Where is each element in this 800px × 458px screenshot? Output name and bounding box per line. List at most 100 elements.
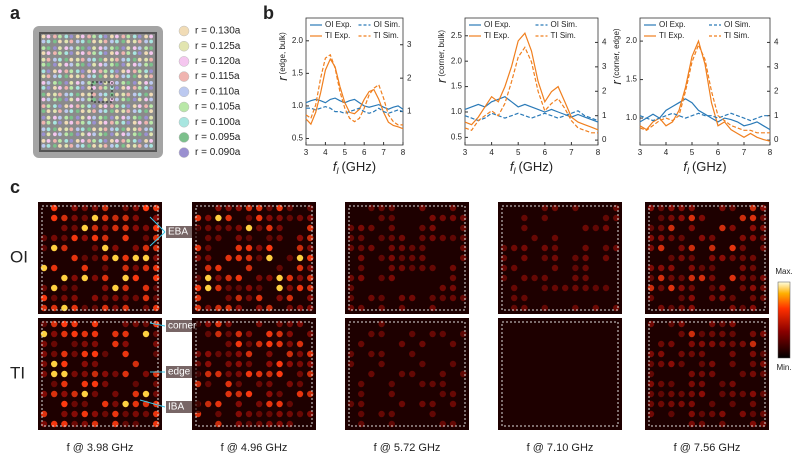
y2-tick-label: 3 xyxy=(774,62,779,71)
lattice-rod xyxy=(98,39,103,44)
legend-marker xyxy=(178,86,190,98)
lattice-rod xyxy=(149,127,154,132)
field-spot xyxy=(235,284,242,292)
field-spot xyxy=(678,204,685,212)
field-spot xyxy=(266,360,273,368)
field-spot xyxy=(719,410,726,418)
field-spot xyxy=(91,370,99,378)
legend-label: r = 0.110a xyxy=(195,86,240,97)
field-spot xyxy=(698,410,706,418)
lattice-rod xyxy=(53,34,57,39)
lattice-rod xyxy=(132,115,137,120)
lattice-rod xyxy=(98,139,103,143)
annotation-leader xyxy=(149,231,166,247)
field-spot xyxy=(112,284,119,292)
field-spot xyxy=(439,370,446,378)
lattice-rod xyxy=(137,39,142,44)
lattice-rod xyxy=(144,51,149,55)
lattice-rod xyxy=(41,132,46,137)
field-spot xyxy=(419,400,426,408)
lattice-rod xyxy=(53,127,57,132)
field-spot xyxy=(51,294,58,302)
legend-label: OI Exp. xyxy=(325,20,352,29)
field-spot xyxy=(61,370,68,378)
field-spot xyxy=(245,390,253,398)
field-spot xyxy=(739,264,746,272)
array-outline xyxy=(348,321,466,427)
field-spot xyxy=(91,410,99,418)
field-spot xyxy=(688,390,695,398)
field-spot xyxy=(368,350,375,358)
x-tick-label: 7 xyxy=(381,148,386,157)
lattice-rod xyxy=(53,139,57,143)
y-tick-label: 1.0 xyxy=(451,107,463,116)
lattice-rod xyxy=(80,51,85,55)
field-spot xyxy=(122,274,129,282)
field-spot xyxy=(205,330,212,338)
field-spot xyxy=(132,294,139,302)
panel-label: a xyxy=(10,3,21,23)
legend-label: OI Exp. xyxy=(659,20,686,29)
lattice-rod xyxy=(103,57,108,62)
array-outline xyxy=(348,205,466,311)
field-spot xyxy=(276,340,283,348)
column-caption: f @ 4.96 GHz xyxy=(221,442,288,454)
field-spot xyxy=(102,264,109,272)
field-spot xyxy=(739,254,746,262)
lattice-rod xyxy=(64,97,69,102)
field-spot xyxy=(739,340,746,348)
field-spot xyxy=(678,320,685,328)
field-spot xyxy=(122,330,129,338)
field-spot xyxy=(132,224,139,232)
lattice-rod xyxy=(69,120,74,125)
lattice-rod xyxy=(75,97,80,102)
lattice-rod xyxy=(110,139,114,143)
annotation: IBA xyxy=(168,402,184,413)
field-spot xyxy=(205,224,212,232)
field-spot xyxy=(225,320,232,328)
field-spot xyxy=(102,370,109,378)
lattice-rod xyxy=(132,120,137,125)
lattice-rod xyxy=(80,92,85,97)
field-spot xyxy=(439,380,446,388)
x-tick-label: 5 xyxy=(690,148,695,157)
field-spot xyxy=(245,284,253,292)
field-spot xyxy=(388,274,395,282)
field-spot xyxy=(668,274,675,282)
field-spot xyxy=(102,224,109,232)
field-spot xyxy=(61,360,68,368)
field-spot xyxy=(266,224,273,232)
lattice-rod xyxy=(87,81,91,85)
array-outline xyxy=(195,205,313,311)
lattice-rod xyxy=(69,51,74,55)
field-spot xyxy=(409,330,416,338)
field-spot xyxy=(296,360,304,368)
lattice-rod xyxy=(144,69,149,74)
field-spot xyxy=(449,284,457,292)
field-spot xyxy=(678,360,685,368)
field-spot xyxy=(256,244,263,252)
field-spot xyxy=(551,284,559,292)
lattice-rod xyxy=(110,109,114,113)
lattice-rod xyxy=(103,132,108,137)
field-spot xyxy=(256,294,263,302)
lattice-rod xyxy=(87,120,91,125)
field-spot xyxy=(419,244,426,252)
lattice-rod xyxy=(92,92,96,97)
lattice-rod xyxy=(92,39,96,44)
field-spot xyxy=(276,400,283,408)
field-spot xyxy=(698,370,706,378)
x-tick-label: 3 xyxy=(638,148,643,157)
field-spot xyxy=(398,370,406,378)
lattice-rod xyxy=(149,46,154,50)
y-label-symbol: r xyxy=(275,76,290,81)
field-spot xyxy=(668,234,675,242)
legend-marker xyxy=(178,132,190,143)
field-spot xyxy=(378,350,385,358)
field-spot xyxy=(132,274,139,282)
legend-marker xyxy=(178,101,190,113)
field-spot xyxy=(276,360,283,368)
field-spot xyxy=(582,224,589,232)
field-spot xyxy=(668,390,675,398)
field-spot xyxy=(511,264,518,272)
